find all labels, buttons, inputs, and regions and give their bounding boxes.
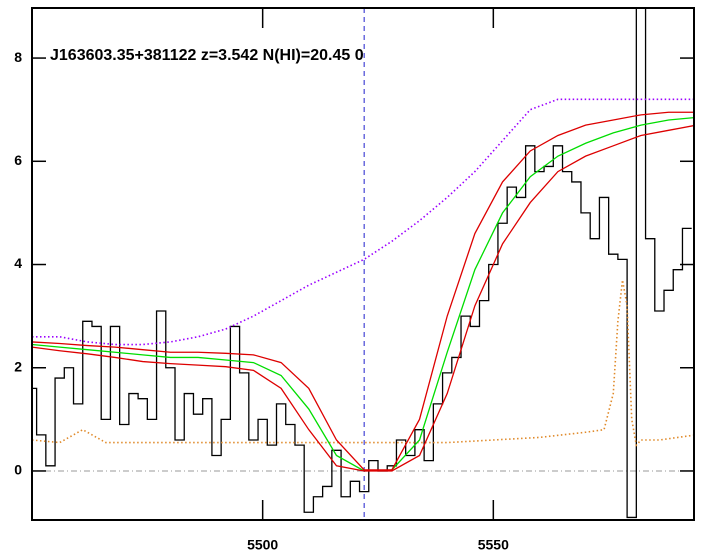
y-tick-label: 2 <box>14 358 22 374</box>
y-tick-label: 4 <box>14 255 22 271</box>
series-line <box>32 279 694 447</box>
y-tick-label: 6 <box>14 152 22 168</box>
series-line <box>32 111 694 471</box>
chart-title: J163603.35+381122 z=3.542 N(HI)=20.45 0 <box>50 47 364 64</box>
series-line <box>32 8 692 519</box>
x-tick-label: 5500 <box>247 537 278 553</box>
series-line <box>32 124 694 472</box>
plot-area <box>32 8 694 520</box>
y-tick-label: 0 <box>14 462 22 478</box>
series-line <box>32 98 694 346</box>
x-tick-label: 5550 <box>478 537 509 553</box>
y-tick-label: 8 <box>14 49 22 65</box>
